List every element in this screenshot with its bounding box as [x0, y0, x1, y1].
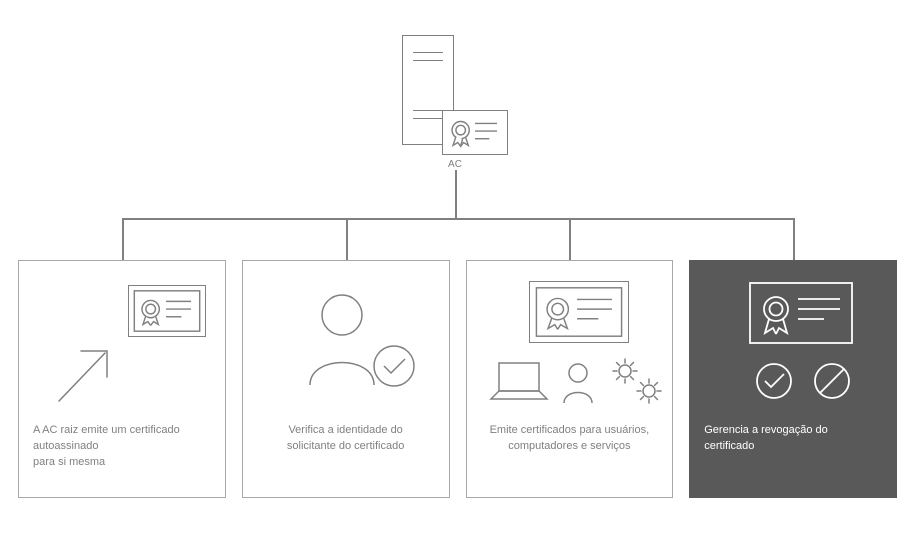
- card-verify-identity: Verifica a identidade do solicitante do …: [242, 260, 450, 498]
- caption-line: Verifica a identidade do: [288, 424, 402, 436]
- connector-line: [569, 218, 571, 260]
- gears-icon: [609, 355, 665, 407]
- card-caption: Gerencia a revogação do certificado: [704, 419, 882, 455]
- card-caption: Emite certificados para usuários, comput…: [481, 419, 659, 455]
- caption-line: Emite certificados para usuários,: [490, 424, 650, 436]
- certificate-icon: [128, 285, 206, 337]
- card-issue-certs: Emite certificados para usuários, comput…: [466, 260, 674, 498]
- check-circle-icon: [372, 344, 416, 388]
- card-illustration: [481, 279, 659, 419]
- ac-label: AC: [402, 159, 508, 170]
- cards-row: A AC raiz emite um certificado autoassin…: [18, 260, 897, 498]
- connector-line: [455, 170, 457, 218]
- certificate-icon: [442, 110, 508, 155]
- person-icon: [302, 289, 382, 389]
- ca-diagram: AC: [0, 0, 911, 533]
- caption-line: para si mesma: [33, 456, 105, 468]
- certificate-icon: [746, 279, 856, 347]
- card-caption: Verifica a identidade do solicitante do …: [257, 419, 435, 455]
- caption-line: computadores e serviços: [508, 440, 630, 452]
- card-illustration: [33, 279, 211, 419]
- card-revocation: Gerencia a revogação do certificado: [689, 260, 897, 498]
- person-icon: [561, 361, 595, 405]
- caption-line: certificado: [704, 440, 754, 452]
- connector-line: [122, 218, 124, 260]
- certificate-icon: [529, 281, 629, 343]
- card-caption: A AC raiz emite um certificado autoassin…: [33, 419, 211, 471]
- prohibited-icon: [812, 361, 852, 401]
- connector-line: [793, 218, 795, 260]
- connector-line: [122, 218, 793, 220]
- caption-line: A AC raiz emite um certificado autoassin…: [33, 424, 180, 452]
- card-illustration: [257, 279, 435, 419]
- caption-line: solicitante do certificado: [287, 440, 404, 452]
- laptop-icon: [489, 359, 549, 405]
- card-illustration: [704, 279, 882, 419]
- caption-line: Gerencia a revogação do: [704, 424, 828, 436]
- card-self-signed: A AC raiz emite um certificado autoassin…: [18, 260, 226, 498]
- check-circle-icon: [754, 361, 794, 401]
- connector-line: [346, 218, 348, 260]
- arrow-icon: [51, 339, 121, 409]
